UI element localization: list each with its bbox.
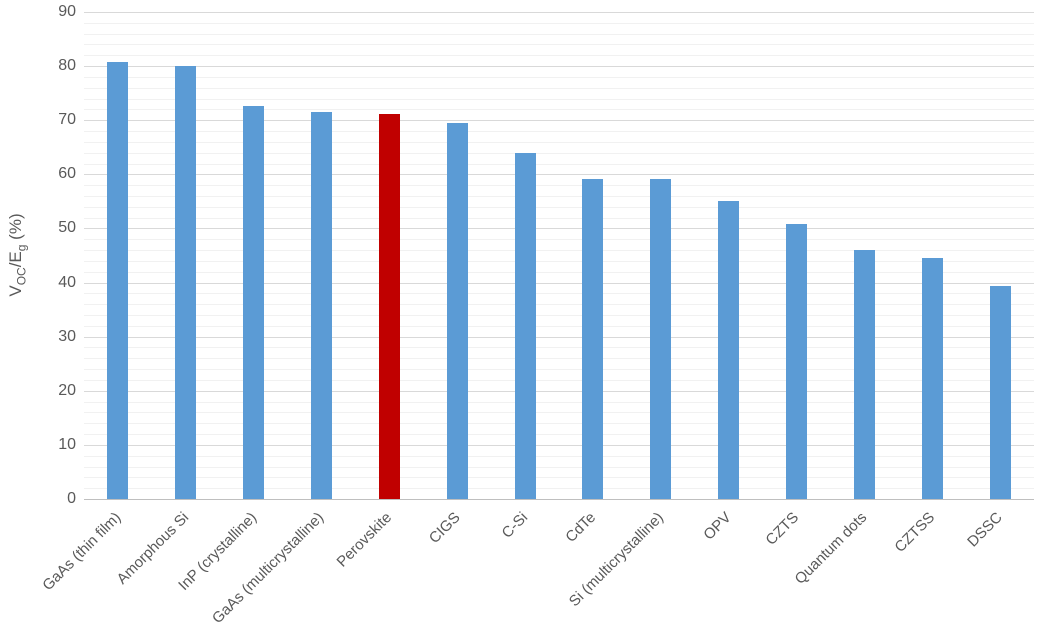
gridline-major xyxy=(84,174,1034,176)
gridline-minor xyxy=(84,131,1034,133)
gridline-minor xyxy=(84,466,1034,468)
gridline-minor xyxy=(84,379,1034,381)
gridline-minor xyxy=(84,358,1034,360)
y-axis-tick-label: 60 xyxy=(58,165,76,183)
y-axis-tick-label: 50 xyxy=(58,219,76,237)
x-axis-label-c-si: C-Si xyxy=(498,509,532,542)
gridline-minor xyxy=(84,325,1034,327)
gridline-major xyxy=(84,444,1034,446)
bar-gaas-thin-film[interactable] xyxy=(107,62,129,499)
bar-c-si[interactable] xyxy=(514,152,536,499)
gridline-minor xyxy=(84,206,1034,208)
y-axis-tick-label: 80 xyxy=(58,57,76,75)
gridline-minor xyxy=(84,315,1034,317)
x-axis-label-dssc: DSSC xyxy=(964,509,1007,551)
x-axis-label-czts: CZTS xyxy=(762,509,803,549)
gridline-minor xyxy=(84,250,1034,252)
gridline-minor xyxy=(84,217,1034,219)
x-axis-label-perovskite: Perovskite xyxy=(333,509,396,571)
bar-cztss[interactable] xyxy=(921,258,943,499)
gridline-minor xyxy=(84,76,1034,78)
bar-czts[interactable] xyxy=(786,224,807,499)
y-axis-tick-label: 30 xyxy=(58,327,76,345)
y-axis-tick-labels: 0 10 20 30 40 50 60 70 80 90 xyxy=(0,0,76,629)
gridline-minor xyxy=(84,423,1034,425)
gridline-minor xyxy=(84,55,1034,57)
bar-quantum-dots[interactable] xyxy=(853,249,875,499)
x-axis-label-opv: OPV xyxy=(700,509,735,544)
gridline-major xyxy=(84,390,1034,392)
gridline-minor xyxy=(84,152,1034,154)
gridline-minor xyxy=(84,293,1034,295)
bar-inp-crystalline[interactable] xyxy=(243,105,265,499)
gridline-minor xyxy=(84,109,1034,111)
y-axis-tick-label: 10 xyxy=(58,435,76,453)
bar-si-multicrystalline[interactable] xyxy=(650,178,672,499)
x-axis-line xyxy=(84,499,1034,500)
bar-perovskite[interactable] xyxy=(378,114,400,499)
gridline-minor xyxy=(84,239,1034,241)
x-axis-label-cztss: CZTSS xyxy=(891,509,939,556)
gridline-minor xyxy=(84,304,1034,306)
bar-cdte[interactable] xyxy=(582,178,604,499)
y-axis-tick-label: 40 xyxy=(58,273,76,291)
plot-area xyxy=(84,12,1034,500)
gridline-major xyxy=(84,336,1034,338)
gridline-minor xyxy=(84,434,1034,436)
gridline-minor xyxy=(84,455,1034,457)
bar-gaas-multicrystalline[interactable] xyxy=(311,112,332,499)
gridline-minor xyxy=(84,98,1034,100)
gridline-minor xyxy=(84,163,1034,165)
gridline-minor xyxy=(84,488,1034,490)
gridline-minor xyxy=(84,87,1034,89)
gridline-minor xyxy=(84,195,1034,197)
y-axis-tick-label: 90 xyxy=(58,3,76,20)
x-axis-category-labels: GaAs (thin film) Amorphous Si InP (crystal… xyxy=(39,499,1034,629)
x-axis-label-quantum-dots: Quantum dots xyxy=(791,509,871,588)
gridline-major xyxy=(84,228,1034,230)
gridline-major xyxy=(84,282,1034,284)
bar-dssc[interactable] xyxy=(989,285,1011,499)
y-axis-tick-label: 0 xyxy=(67,490,76,507)
gridline-minor xyxy=(84,401,1034,403)
gridline-major xyxy=(84,12,1034,13)
gridline-minor xyxy=(84,260,1034,262)
gridline-minor xyxy=(84,22,1034,24)
gridline-minor xyxy=(84,44,1034,46)
bar-cigs[interactable] xyxy=(446,122,468,499)
bar-amorphous-si[interactable] xyxy=(175,66,197,499)
gridline-major xyxy=(84,120,1034,122)
gridline-minor xyxy=(84,477,1034,479)
gridline-minor xyxy=(84,185,1034,187)
gridline-minor xyxy=(84,412,1034,414)
gridline-minor xyxy=(84,369,1034,371)
bar-opv[interactable] xyxy=(718,201,740,499)
gridline-minor xyxy=(84,33,1034,35)
y-axis-tick-label: 70 xyxy=(58,111,76,129)
y-axis-tick-label: 20 xyxy=(58,381,76,399)
gridline-minor xyxy=(84,271,1034,273)
gridline-major xyxy=(84,66,1034,68)
x-axis-label-cigs: CIGS xyxy=(425,509,464,547)
x-axis-label-cdte: CdTe xyxy=(562,509,599,546)
gridline-minor xyxy=(84,347,1034,349)
gridline-minor xyxy=(84,141,1034,143)
x-axis-label-gaas-multicrystalline: GaAs (multicrystalline) xyxy=(209,509,328,628)
